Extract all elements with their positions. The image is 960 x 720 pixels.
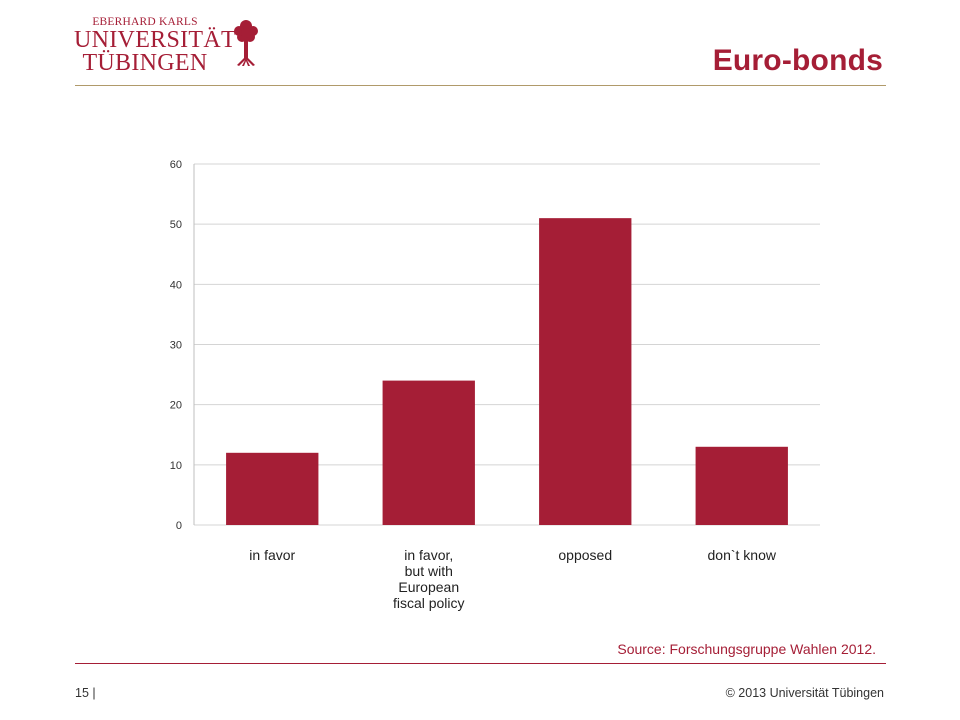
bar-3 [695,446,788,525]
page-number: 15 | [75,686,96,700]
x-category-label: in favor [249,547,295,563]
x-category-label: European [398,579,459,595]
logo-line-1: EBERHARD KARLS [92,16,198,28]
header-divider [75,85,886,86]
y-tick-label: 50 [170,219,182,231]
logo-line-3: TÜBINGEN [82,50,208,76]
x-category-label: but with [405,563,453,579]
bar-0 [226,452,319,525]
page-title: Euro-bonds [712,44,883,77]
source-note: Source: Forschungsgruppe Wahlen 2012. [617,641,876,657]
y-tick-label: 40 [170,279,182,291]
university-logo: EBERHARD KARLS UNIVERSITÄT TÜBINGEN [74,16,274,76]
y-tick-label: 10 [170,460,182,472]
x-category-label: opposed [558,547,612,563]
x-category-label: don`t know [708,547,777,563]
x-category-label: in favor, [404,547,453,563]
bar-2 [539,218,632,525]
y-tick-label: 0 [176,520,182,532]
tree-emblem-icon [234,20,258,66]
y-tick-label: 60 [170,159,182,171]
bar-1 [382,380,475,525]
x-category-label: fiscal policy [393,595,465,611]
y-tick-label: 30 [170,340,182,352]
footer-divider [75,663,886,664]
copyright-notice: © 2013 Universität Tübingen [725,686,884,700]
bar-chart: 0 10 20 30 40 50 60 in favor in favor,but withEu… [170,159,820,611]
y-tick-label: 20 [170,400,182,412]
logo-line-2: UNIVERSITÄT [74,27,236,53]
